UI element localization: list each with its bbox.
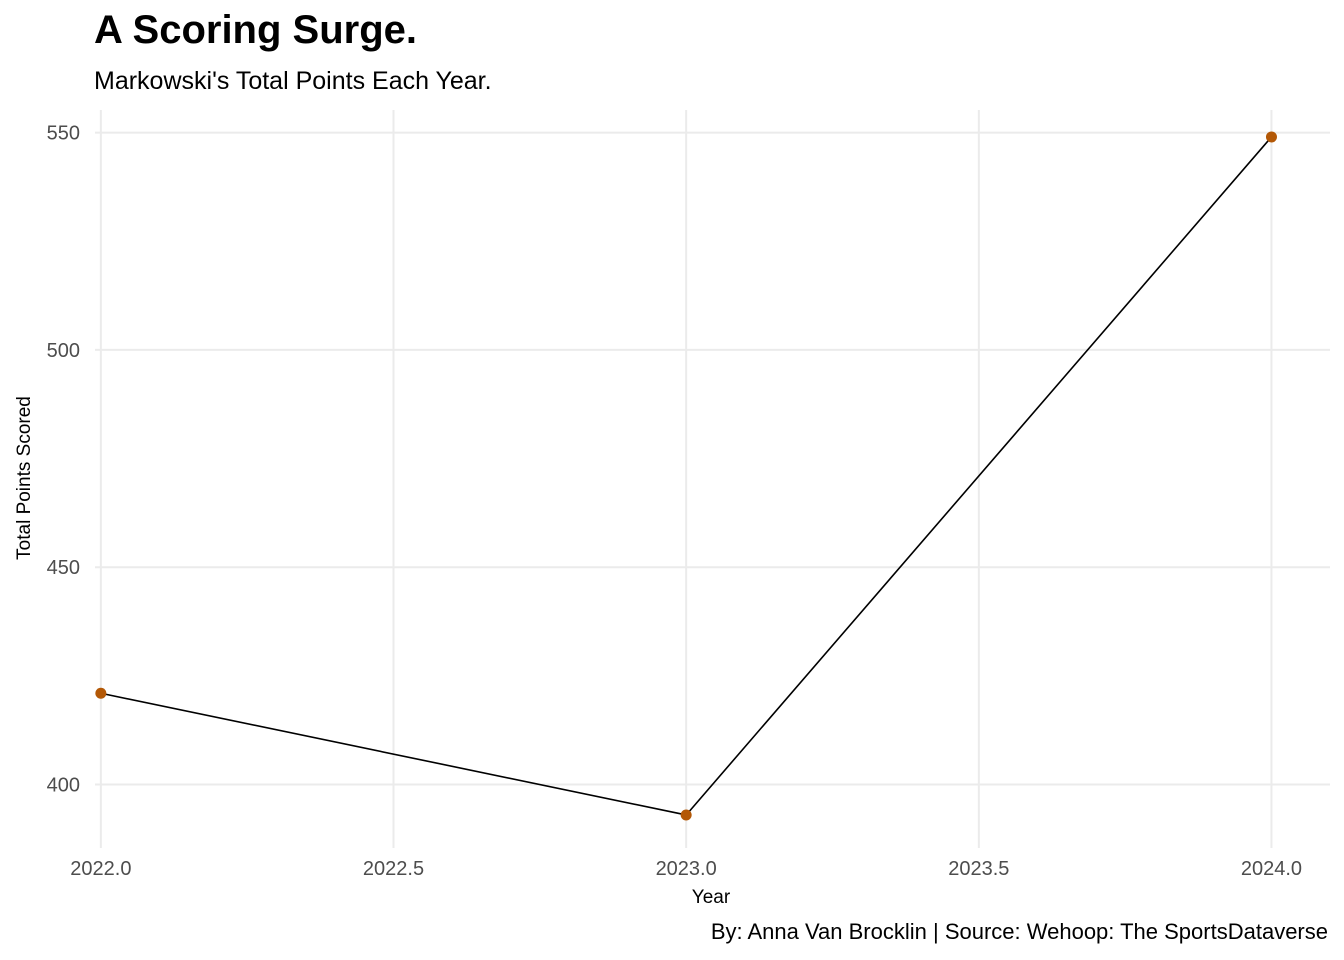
data-point xyxy=(680,809,692,821)
y-axis-label: Total Points Scored xyxy=(14,396,35,560)
data-points xyxy=(95,131,1277,821)
x-axis-ticks: 2022.0 2022.5 2023.0 2023.5 2024.0 xyxy=(70,858,1302,880)
x-axis-label: Year xyxy=(692,887,731,908)
chart-title: A Scoring Surge. xyxy=(94,8,418,52)
x-tick-label: 2023.5 xyxy=(948,858,1009,880)
y-tick-label: 500 xyxy=(47,340,80,362)
chart-caption: By: Anna Van Brocklin | Source: Wehoop: … xyxy=(710,919,1328,944)
data-point xyxy=(1265,131,1277,143)
x-tick-label: 2022.5 xyxy=(363,858,424,880)
x-tick-label: 2022.0 xyxy=(70,858,131,880)
y-tick-label: 400 xyxy=(47,775,80,797)
y-tick-label: 450 xyxy=(47,557,80,579)
grid-lines xyxy=(95,110,1330,848)
x-tick-label: 2024.0 xyxy=(1241,858,1302,880)
y-tick-label: 550 xyxy=(47,123,80,145)
data-point xyxy=(95,687,107,699)
chart-subtitle: Markowski's Total Points Each Year. xyxy=(94,67,492,95)
x-tick-label: 2023.0 xyxy=(656,858,717,880)
y-axis-ticks: 400 450 500 550 xyxy=(47,123,80,797)
